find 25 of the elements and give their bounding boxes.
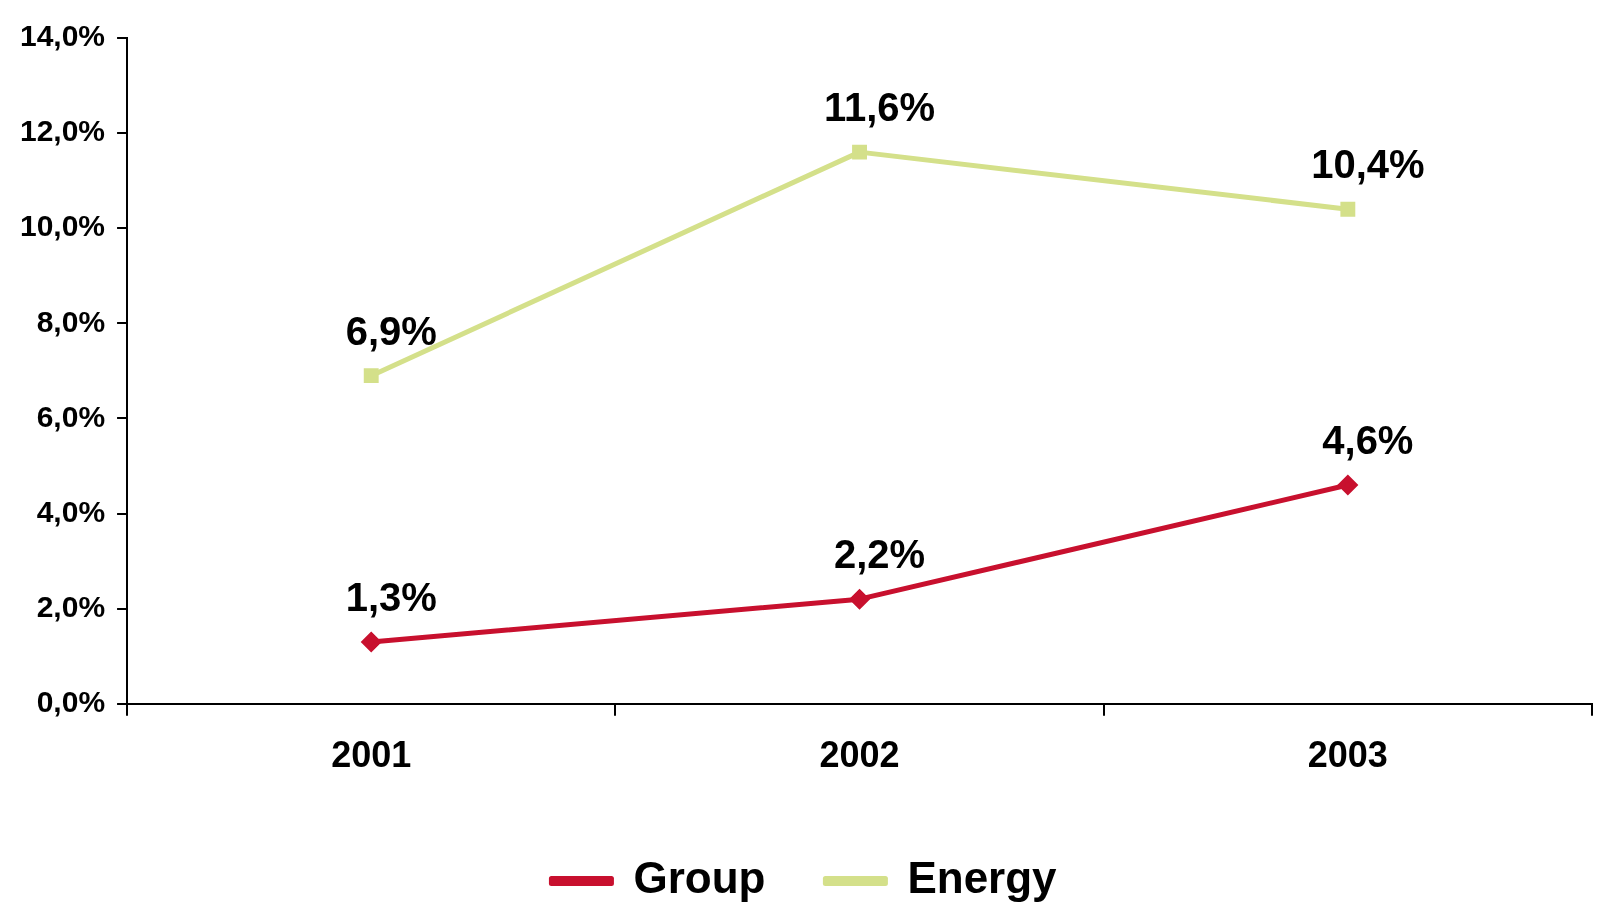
y-tick-label: 6,0% — [36, 399, 106, 433]
data-label: 4,6% — [1322, 418, 1414, 463]
y-tick-label: 0,0% — [36, 685, 106, 719]
y-tick-label: 14,0% — [19, 19, 106, 53]
legend-label: Group — [633, 853, 766, 903]
point — [1338, 475, 1358, 495]
y-tick-label: 10,0% — [19, 209, 106, 243]
data-label: 11,6% — [823, 85, 936, 130]
x-tick-label: 2002 — [819, 734, 900, 776]
x-tick-label: 2003 — [1307, 734, 1388, 776]
data-label: 10,4% — [1311, 142, 1425, 187]
point — [361, 632, 381, 652]
legend-label: Energy — [907, 853, 1058, 903]
point — [1340, 201, 1356, 217]
y-tick-label: 4,0% — [36, 494, 106, 528]
point — [363, 368, 379, 384]
data-label: 6,9% — [345, 308, 437, 353]
x-tick-label: 2001 — [331, 734, 412, 776]
y-tick-label: 12,0% — [19, 114, 106, 148]
data-label: 2,2% — [833, 532, 926, 577]
point — [852, 144, 867, 160]
point — [850, 589, 870, 609]
data-label: 1,3% — [345, 575, 437, 620]
y-tick-label: 2,0% — [36, 589, 106, 623]
y-tick-label: 8,0% — [36, 304, 106, 338]
